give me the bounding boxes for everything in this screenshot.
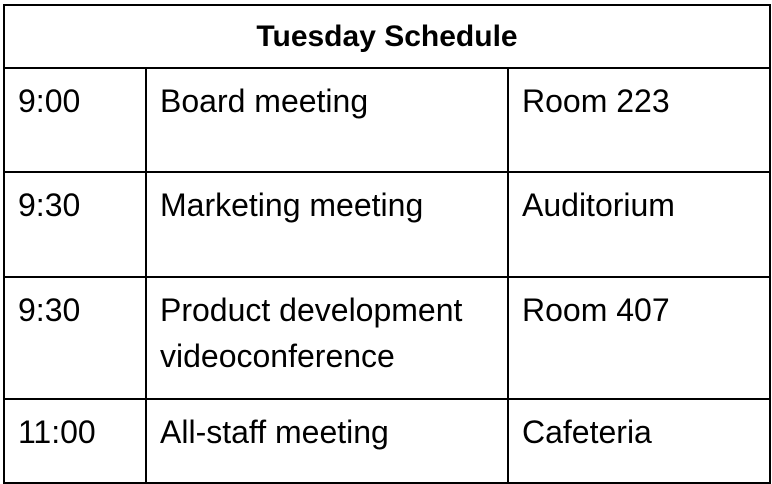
schedule-title: Tuesday Schedule [3,4,771,69]
table-row: 9:30 Product development videoconference… [3,276,771,400]
table-row: 9:30 Marketing meeting Auditorium [3,171,771,278]
time-cell: 9:00 [3,67,147,173]
event-cell: Board meeting [145,67,509,173]
time-cell: 11:00 [3,398,147,484]
location-cell: Room 223 [507,67,771,173]
location-cell: Room 407 [507,276,771,400]
location-cell: Auditorium [507,171,771,278]
schedule-table: Tuesday Schedule 9:00 Board meeting Room… [3,4,771,484]
event-cell: All-staff meeting [145,398,509,484]
event-cell: Product development videoconference [145,276,509,400]
time-cell: 9:30 [3,171,147,278]
table-title-row: Tuesday Schedule [3,4,771,69]
table-row: 9:00 Board meeting Room 223 [3,67,771,173]
table-row: 11:00 All-staff meeting Cafeteria [3,398,771,484]
event-cell: Marketing meeting [145,171,509,278]
time-cell: 9:30 [3,276,147,400]
location-cell: Cafeteria [507,398,771,484]
